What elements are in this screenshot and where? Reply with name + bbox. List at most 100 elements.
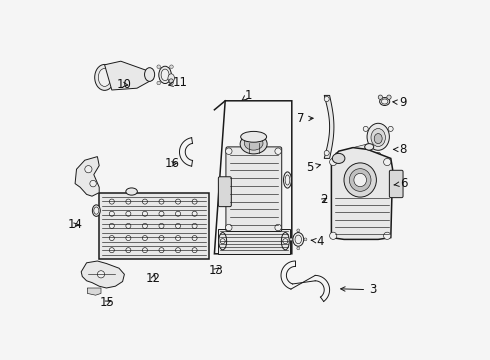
Circle shape <box>126 223 131 229</box>
Circle shape <box>143 235 147 240</box>
Circle shape <box>220 239 225 244</box>
Text: 2: 2 <box>320 193 328 206</box>
Polygon shape <box>75 157 99 196</box>
Circle shape <box>157 81 161 85</box>
Circle shape <box>109 248 114 253</box>
Text: 8: 8 <box>393 143 407 156</box>
Circle shape <box>225 148 232 154</box>
Circle shape <box>330 158 337 166</box>
Circle shape <box>143 223 147 229</box>
Text: 11: 11 <box>169 76 188 89</box>
Circle shape <box>388 126 393 131</box>
Circle shape <box>376 152 381 157</box>
Ellipse shape <box>293 233 304 246</box>
Circle shape <box>143 211 147 216</box>
Ellipse shape <box>344 163 376 197</box>
Ellipse shape <box>245 136 263 150</box>
Circle shape <box>109 211 114 216</box>
Ellipse shape <box>159 66 171 84</box>
Text: 6: 6 <box>394 177 407 190</box>
Circle shape <box>384 232 391 239</box>
Circle shape <box>192 248 197 253</box>
Circle shape <box>387 95 391 99</box>
Circle shape <box>126 211 131 216</box>
Circle shape <box>109 199 114 204</box>
Bar <box>99 193 209 259</box>
Polygon shape <box>331 148 392 239</box>
Text: 12: 12 <box>146 273 161 285</box>
Circle shape <box>109 223 114 229</box>
Circle shape <box>363 126 368 131</box>
Ellipse shape <box>354 174 367 186</box>
Circle shape <box>109 235 114 240</box>
Polygon shape <box>324 95 334 158</box>
Circle shape <box>175 223 180 229</box>
Ellipse shape <box>349 168 371 192</box>
Ellipse shape <box>380 98 390 105</box>
Circle shape <box>330 232 337 239</box>
Text: 9: 9 <box>393 96 407 109</box>
Circle shape <box>159 248 164 253</box>
Circle shape <box>170 81 173 85</box>
Ellipse shape <box>95 64 115 90</box>
Circle shape <box>175 199 180 204</box>
Circle shape <box>275 148 281 154</box>
Polygon shape <box>336 144 371 160</box>
Circle shape <box>126 248 131 253</box>
Circle shape <box>192 235 197 240</box>
Circle shape <box>192 199 197 204</box>
Circle shape <box>384 158 391 166</box>
Circle shape <box>170 65 173 68</box>
Circle shape <box>290 238 293 241</box>
Circle shape <box>169 79 173 83</box>
Circle shape <box>159 223 164 229</box>
Circle shape <box>126 235 131 240</box>
Circle shape <box>192 223 197 229</box>
Ellipse shape <box>295 235 301 244</box>
Circle shape <box>275 224 281 231</box>
Ellipse shape <box>284 172 292 188</box>
Circle shape <box>324 96 329 102</box>
Ellipse shape <box>240 134 267 154</box>
Ellipse shape <box>285 175 290 185</box>
Text: 4: 4 <box>311 235 324 248</box>
Ellipse shape <box>145 68 155 81</box>
Circle shape <box>157 65 161 68</box>
Circle shape <box>98 271 104 278</box>
Circle shape <box>324 150 329 156</box>
FancyBboxPatch shape <box>226 147 282 231</box>
Circle shape <box>175 248 180 253</box>
Circle shape <box>175 211 180 216</box>
Text: 16: 16 <box>165 157 180 170</box>
Ellipse shape <box>281 233 289 250</box>
Text: 3: 3 <box>341 283 376 296</box>
Circle shape <box>159 235 164 240</box>
FancyBboxPatch shape <box>390 170 403 198</box>
Circle shape <box>297 229 300 232</box>
Circle shape <box>159 211 164 216</box>
Ellipse shape <box>92 205 100 216</box>
Circle shape <box>90 180 97 187</box>
Polygon shape <box>218 229 290 254</box>
Circle shape <box>143 248 147 253</box>
Ellipse shape <box>161 69 169 81</box>
Ellipse shape <box>374 134 382 144</box>
Ellipse shape <box>168 74 174 82</box>
Ellipse shape <box>367 123 390 150</box>
Circle shape <box>159 199 164 204</box>
Ellipse shape <box>241 131 267 142</box>
Circle shape <box>304 238 307 241</box>
Text: 15: 15 <box>100 296 115 309</box>
Ellipse shape <box>365 144 374 150</box>
Circle shape <box>192 211 197 216</box>
Ellipse shape <box>126 188 137 195</box>
Polygon shape <box>87 288 101 295</box>
Circle shape <box>143 199 147 204</box>
FancyBboxPatch shape <box>219 177 231 207</box>
Text: 10: 10 <box>117 78 132 91</box>
Text: 5: 5 <box>306 161 320 174</box>
Circle shape <box>126 199 131 204</box>
Text: 1: 1 <box>242 89 252 102</box>
Circle shape <box>175 235 180 240</box>
Circle shape <box>297 247 300 250</box>
